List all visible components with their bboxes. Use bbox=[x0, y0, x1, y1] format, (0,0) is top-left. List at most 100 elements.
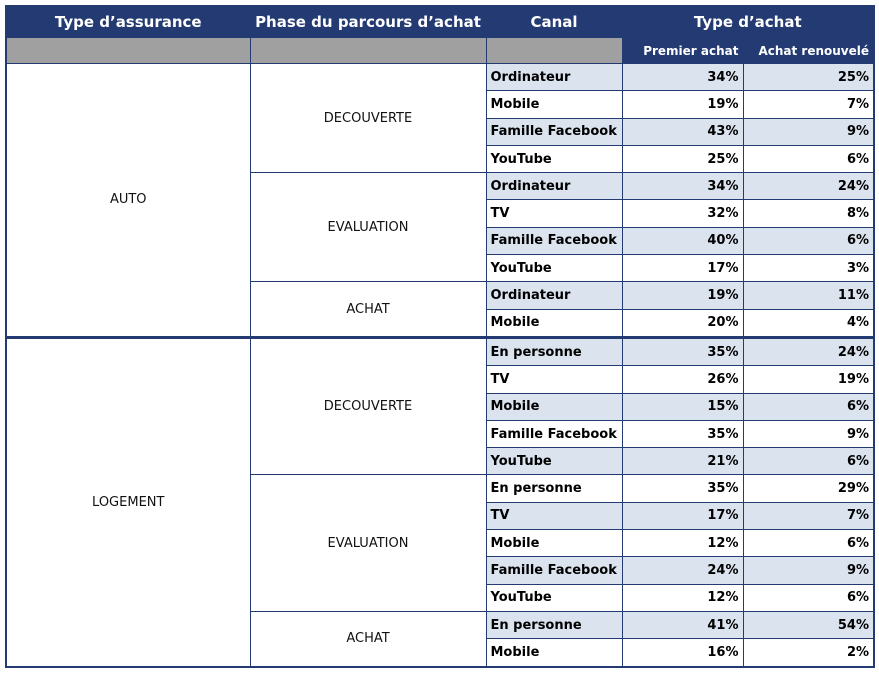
subheader-cell: Premier achat bbox=[621, 37, 744, 64]
renewal: 3% bbox=[742, 254, 875, 283]
phase: ACHAT bbox=[249, 610, 487, 668]
channel: Ordinateur bbox=[485, 62, 623, 92]
first-purchase: 19% bbox=[621, 90, 744, 119]
insurance-type: LOGEMENT bbox=[5, 335, 251, 668]
channel: Ordinateur bbox=[485, 281, 623, 310]
data-row: EVALUATION Ordinateur 34% 24% bbox=[6, 172, 875, 283]
data-row: TV 26% 19% bbox=[6, 365, 875, 394]
phase: DECOUVERTE bbox=[249, 62, 487, 174]
first-purchase: 17% bbox=[621, 254, 744, 283]
channel: Ordinateur bbox=[485, 172, 623, 201]
first-purchase: 26% bbox=[621, 365, 744, 394]
data-row: Famille Facebook 35% 9% bbox=[6, 419, 875, 449]
data-row: AUTO DECOUVERTE Ordinateur 34% 25% bbox=[5, 62, 875, 338]
first-purchase: 19% bbox=[621, 281, 744, 310]
channel: YouTube bbox=[485, 144, 623, 174]
channel: Famille Facebook bbox=[485, 117, 623, 146]
channel: TV bbox=[485, 501, 623, 531]
renewal: 7% bbox=[742, 90, 875, 119]
renewal: 6% bbox=[742, 144, 875, 174]
renewal: 25% bbox=[742, 62, 875, 92]
data-row: YouTube 17% 3% bbox=[6, 254, 875, 283]
renewal: 7% bbox=[742, 501, 875, 531]
first-purchase: 35% bbox=[621, 335, 744, 367]
channel: Mobile bbox=[485, 638, 623, 668]
subheader-cell: Achat renouvelé bbox=[742, 37, 875, 64]
first-purchase: 15% bbox=[621, 392, 744, 421]
channel: En personne bbox=[485, 335, 623, 367]
data-row: Mobile 19% 7% bbox=[6, 90, 875, 119]
renewal: 24% bbox=[742, 335, 875, 367]
renewal: 2% bbox=[742, 638, 875, 668]
empty-cell bbox=[485, 37, 623, 64]
renewal: 6% bbox=[742, 529, 875, 558]
insurance-table: Type d’assurance Phase du parcours d’ach… bbox=[5, 5, 876, 668]
first-purchase: 12% bbox=[621, 583, 744, 612]
channel: En personne bbox=[485, 474, 623, 503]
header-cell: Canal bbox=[485, 5, 623, 38]
channel: Mobile bbox=[485, 529, 623, 558]
data-row: Famille Facebook 43% 9% bbox=[6, 117, 875, 146]
renewal: 29% bbox=[742, 474, 875, 503]
channel: Mobile bbox=[485, 90, 623, 119]
renewal: 6% bbox=[742, 226, 875, 256]
renewal: 9% bbox=[742, 419, 875, 449]
data-row: ACHAT Ordinateur 19% 11% bbox=[6, 281, 875, 338]
channel: YouTube bbox=[485, 447, 623, 476]
first-purchase: 40% bbox=[621, 226, 744, 256]
data-row: TV 32% 8% bbox=[6, 199, 875, 228]
renewal: 11% bbox=[742, 281, 875, 310]
insurance-type: AUTO bbox=[5, 63, 251, 338]
data-row: YouTube 25% 6% bbox=[6, 144, 875, 174]
data-row: LOGEMENT DECOUVERTE En personne 35% 24% bbox=[5, 335, 875, 668]
channel: Famille Facebook bbox=[485, 556, 623, 585]
renewal: 6% bbox=[742, 583, 875, 612]
header-cell: Type d’achat bbox=[621, 5, 875, 38]
channel: Famille Facebook bbox=[485, 226, 623, 256]
data-row: EVALUATION En personne 35% 29% bbox=[6, 474, 875, 612]
channel: Famille Facebook bbox=[485, 419, 623, 449]
data-row: YouTube 21% 6% bbox=[6, 447, 875, 476]
first-purchase: 21% bbox=[621, 447, 744, 476]
channel: En personne bbox=[485, 610, 623, 640]
renewal: 19% bbox=[742, 365, 875, 394]
first-purchase: 20% bbox=[621, 308, 744, 338]
first-purchase: 32% bbox=[621, 199, 744, 228]
channel: Mobile bbox=[485, 308, 623, 338]
renewal: 54% bbox=[742, 610, 875, 640]
first-purchase: 34% bbox=[621, 172, 744, 201]
first-purchase: 35% bbox=[621, 474, 744, 503]
phase: DECOUVERTE bbox=[249, 335, 487, 476]
first-purchase: 24% bbox=[621, 556, 744, 585]
first-purchase: 34% bbox=[621, 62, 744, 92]
first-purchase: 16% bbox=[621, 638, 744, 668]
empty-cell bbox=[5, 37, 251, 64]
channel: Mobile bbox=[485, 392, 623, 421]
phase: EVALUATION bbox=[249, 172, 487, 283]
subheader-row: Premier achat Achat renouvelé bbox=[5, 37, 875, 64]
phase: EVALUATION bbox=[249, 474, 487, 612]
header-cell: Type d’assurance bbox=[5, 5, 251, 38]
renewal: 24% bbox=[742, 172, 875, 201]
phase: ACHAT bbox=[249, 281, 487, 338]
channel: YouTube bbox=[485, 254, 623, 283]
data-row: Famille Facebook 40% 6% bbox=[6, 226, 875, 256]
data-row: Mobile 16% 2% bbox=[6, 638, 875, 668]
renewal: 6% bbox=[742, 392, 875, 421]
channel: TV bbox=[485, 199, 623, 228]
data-row: Mobile 15% 6% bbox=[6, 392, 875, 421]
header-cell: Phase du parcours d’achat bbox=[249, 5, 487, 38]
first-purchase: 41% bbox=[621, 610, 744, 640]
renewal: 8% bbox=[742, 199, 875, 228]
data-row: Mobile 12% 6% bbox=[6, 529, 875, 558]
channel: YouTube bbox=[485, 583, 623, 612]
header-row: Type d’assurance Phase du parcours d’ach… bbox=[5, 5, 875, 38]
first-purchase: 43% bbox=[621, 117, 744, 146]
first-purchase: 17% bbox=[621, 501, 744, 531]
first-purchase: 12% bbox=[621, 529, 744, 558]
table-body: AUTO DECOUVERTE Ordinateur 34% 25% Mobile 19% 7… bbox=[5, 62, 875, 668]
renewal: 9% bbox=[742, 117, 875, 146]
empty-cell bbox=[249, 37, 487, 64]
channel: TV bbox=[485, 365, 623, 394]
